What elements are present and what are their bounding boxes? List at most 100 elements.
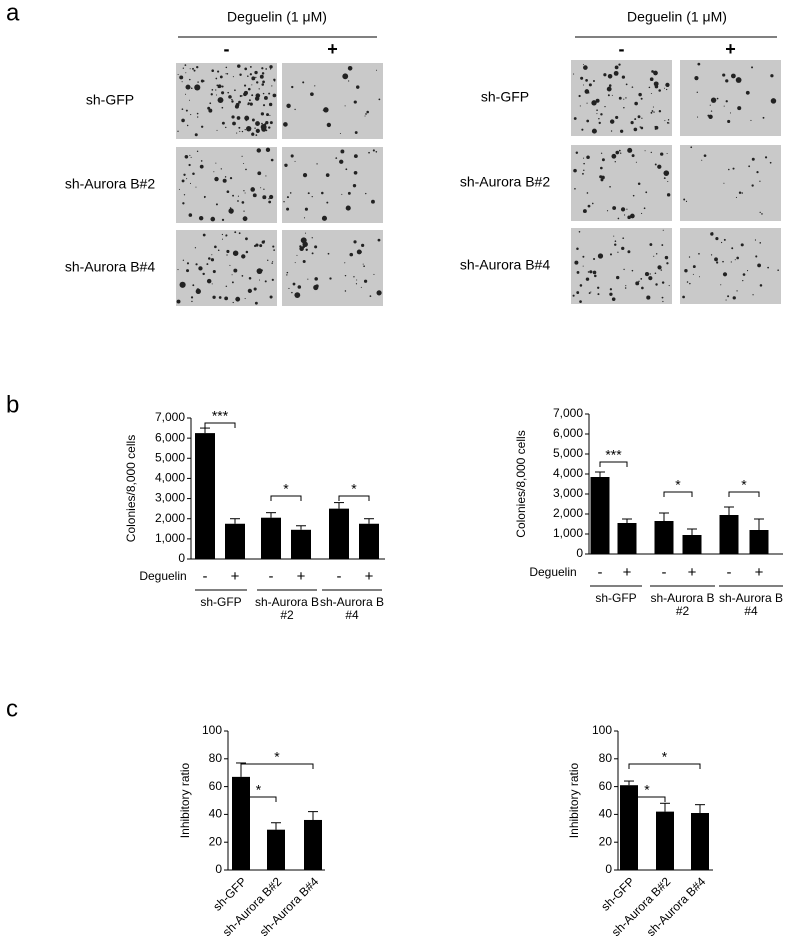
colony [228, 208, 234, 214]
significance-label: * [662, 749, 668, 765]
header: Deguelin (1 μM) [627, 9, 727, 25]
y-tick-label: 80 [599, 751, 613, 765]
colony [727, 295, 730, 298]
colony [200, 160, 203, 162]
colony [219, 75, 223, 79]
colony [662, 300, 664, 303]
colony [234, 89, 236, 92]
colony [710, 254, 713, 256]
colony [264, 96, 268, 100]
colony [208, 257, 211, 260]
colony [202, 233, 206, 237]
colony [311, 252, 314, 255]
colony [236, 116, 241, 120]
colony [751, 157, 755, 161]
colony [615, 115, 619, 119]
colony [582, 172, 584, 175]
colony [648, 276, 653, 281]
y-axis-label: Inhibitory ratio [567, 762, 581, 838]
colony [600, 178, 604, 182]
colony [347, 191, 351, 195]
colony [327, 252, 330, 255]
y-tick-label: 5,000 [155, 450, 185, 464]
colony [212, 270, 216, 274]
colony [377, 238, 381, 242]
colony [177, 130, 179, 132]
bar [195, 433, 215, 559]
colony [353, 240, 357, 244]
colony [597, 253, 604, 259]
colony [251, 84, 253, 86]
colony [740, 243, 744, 247]
colony [585, 277, 590, 281]
colony [304, 207, 308, 211]
colony [269, 295, 273, 299]
colony [618, 96, 622, 100]
colony [666, 262, 669, 265]
colony [268, 200, 272, 204]
colony [232, 301, 234, 304]
colony [651, 79, 653, 81]
colony [231, 115, 235, 119]
colony [375, 150, 378, 153]
colony [634, 101, 638, 106]
y-tick-label: 0 [178, 551, 185, 565]
colony [356, 249, 362, 255]
colony [262, 80, 265, 84]
colony [341, 193, 343, 195]
colony [261, 122, 263, 125]
colony [192, 172, 195, 176]
y-tick-label: 3,000 [553, 486, 583, 500]
colony [610, 130, 613, 132]
colony [217, 87, 219, 89]
colony [239, 130, 241, 132]
colony [651, 110, 654, 112]
colony [291, 85, 294, 89]
colony [269, 121, 273, 125]
colony [627, 215, 631, 220]
colony [261, 240, 265, 244]
significance-label: * [256, 782, 262, 798]
colony [600, 152, 603, 154]
colony [591, 128, 597, 134]
colony [722, 272, 728, 277]
colony [645, 191, 648, 194]
colony [316, 163, 318, 165]
colony [263, 188, 265, 190]
colony [255, 76, 257, 78]
colony [211, 254, 213, 256]
colony [192, 67, 194, 70]
colony [188, 99, 190, 101]
colony [286, 103, 291, 109]
colony [261, 72, 265, 75]
colony [265, 175, 267, 177]
colony [211, 283, 213, 285]
colony [592, 270, 597, 275]
colony [690, 146, 693, 149]
colony [618, 149, 621, 152]
colony [241, 155, 243, 157]
colony [197, 81, 199, 83]
colony [723, 105, 725, 107]
colony [245, 250, 249, 254]
colony [696, 116, 699, 118]
y-tick-label: 2,000 [553, 506, 583, 520]
colony [621, 246, 625, 251]
colony [715, 237, 719, 241]
colony [725, 299, 727, 301]
colony [244, 129, 246, 131]
bar [329, 508, 349, 559]
group-label: sh-Aurora B [255, 595, 319, 609]
colony [607, 73, 613, 79]
colony [631, 269, 634, 272]
colony [292, 282, 296, 286]
colony [296, 254, 298, 256]
y-tick-label: 5,000 [553, 446, 583, 460]
colony [270, 158, 274, 162]
colony [181, 179, 185, 183]
x-tick-label: - [337, 568, 342, 585]
colony [259, 244, 263, 248]
colony [234, 231, 237, 234]
colony [732, 296, 736, 300]
colony [307, 192, 310, 195]
